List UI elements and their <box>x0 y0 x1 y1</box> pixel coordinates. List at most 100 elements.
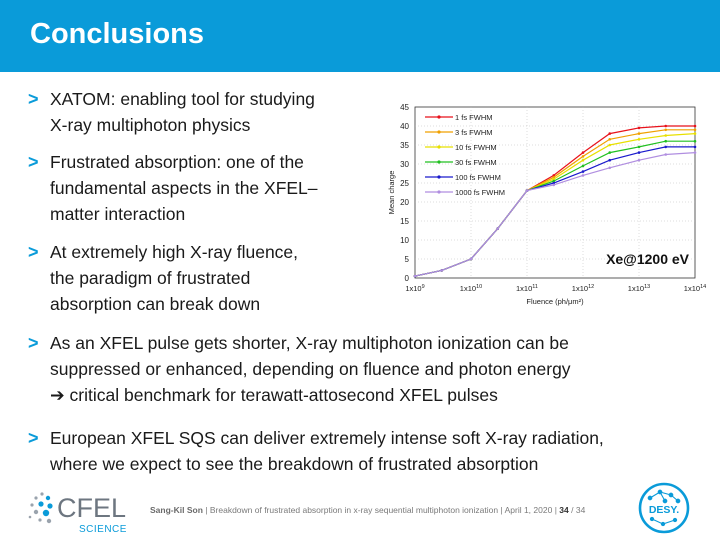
title-bar: Conclusions <box>0 0 720 72</box>
footer-separator: | <box>205 505 208 515</box>
series-point-6 <box>496 227 500 230</box>
x-tick-label: 1x1011 <box>516 284 538 293</box>
legend-label: 1 fs FWHM <box>455 113 493 122</box>
series-point-6 <box>552 183 556 187</box>
series-point-3 <box>693 132 697 135</box>
legend-label: 1000 fs FWHM <box>455 188 505 197</box>
bullet-5-line-2: where we expect to see the breakdown of … <box>50 454 539 474</box>
series-point-5 <box>552 181 556 185</box>
series-point-1 <box>552 174 556 177</box>
x-tick-label: 1x109 <box>405 284 424 293</box>
x-tick-label: 1x1010 <box>460 284 482 293</box>
bullet-3-line-2: the paradigm of frustrated <box>50 268 251 288</box>
bullet-3-line-3: absorption can break down <box>50 294 261 314</box>
footer-date: April 1, 2020 <box>504 505 553 515</box>
series-point-6 <box>637 158 641 162</box>
y-tick-label: 15 <box>400 217 409 226</box>
series-point-2 <box>664 128 668 132</box>
legend-label: 3 fs FWHM <box>455 128 493 137</box>
y-tick-label: 0 <box>405 274 410 283</box>
desy-logo: DESY. <box>638 482 690 534</box>
x-tick-label: 1x1012 <box>572 284 594 293</box>
bullet-2: > Frustrated absorption: one of the fund… <box>28 149 318 227</box>
slide-title: Conclusions <box>30 18 205 50</box>
x-tick-label: 1x1014 <box>684 284 706 293</box>
series-point-3 <box>608 143 612 147</box>
series-point-6 <box>413 274 417 278</box>
footer-separator: | <box>500 505 503 515</box>
series-point-3 <box>552 177 556 181</box>
plot-frame <box>414 106 696 279</box>
footer-author: Sang-Kil Son <box>150 505 203 515</box>
series-point-3 <box>664 134 668 137</box>
footer-talk-title: Breakdown of frustrated absorption in x-… <box>209 505 499 515</box>
series-point-1 <box>637 126 641 130</box>
legend-marker <box>437 115 441 119</box>
legend-marker <box>437 160 441 164</box>
y-tick-label: 45 <box>400 103 409 112</box>
y-tick-label: 5 <box>405 255 410 264</box>
series-point-2 <box>693 128 697 132</box>
bullet-4: > As an XFEL pulse gets shorter, X-ray m… <box>28 330 571 408</box>
series-point-3 <box>581 158 585 162</box>
bullet-4-line-3: ➔ critical benchmark for terawatt-attose… <box>50 385 498 405</box>
bullet-1-line-2: X-ray multiphoton physics <box>50 115 251 135</box>
series-point-5 <box>637 151 641 154</box>
legend-label: 100 fs FWHM <box>455 173 501 182</box>
series-point-6 <box>693 151 697 154</box>
y-tick-label: 10 <box>400 236 409 245</box>
bullet-2-line-3: matter interaction <box>50 204 186 224</box>
series-point-1 <box>664 124 668 128</box>
series-point-1 <box>608 132 612 135</box>
series-point-4 <box>608 151 612 154</box>
bullet-mark: > <box>28 333 39 353</box>
series-point-1 <box>693 124 697 128</box>
chart-annotation: Xe@1200 eV <box>606 251 690 267</box>
footer-page-number: 34 <box>559 505 569 515</box>
bullet-mark: > <box>28 428 39 448</box>
cfel-wordmark: CFEL <box>57 493 126 523</box>
series-point-2 <box>581 155 585 158</box>
series-point-5 <box>608 158 612 162</box>
bullet-mark: > <box>28 242 39 262</box>
footer: Sang-Kil Son | Breakdown of frustrated a… <box>150 505 585 515</box>
series-point-2 <box>608 138 612 141</box>
bullet-4-line-2: suppressed or enhanced, depending on flu… <box>50 359 571 379</box>
legend-label: 10 fs FWHM <box>455 143 497 152</box>
series-point-6 <box>664 153 668 156</box>
bullet-4-line-1: As an XFEL pulse gets shorter, X-ray mul… <box>50 333 569 353</box>
bullet-5: > European XFEL SQS can deliver extremel… <box>28 425 604 477</box>
series-point-6 <box>581 174 585 177</box>
bullet-1-line-1: XATOM: enabling tool for studying <box>50 89 315 109</box>
bullet-3: > At extremely high X-ray fluence, the p… <box>28 239 298 317</box>
series-point-4 <box>664 139 668 143</box>
bullet-5-line-1: European XFEL SQS can deliver extremely … <box>50 428 604 448</box>
y-axis-label: Mean charge <box>387 171 396 215</box>
y-tick-label: 20 <box>400 198 409 207</box>
desy-network-icon <box>647 489 681 527</box>
series-point-4 <box>552 179 556 183</box>
cfel-subtitle: SCIENCE <box>79 524 127 535</box>
series-point-2 <box>552 176 556 179</box>
series-point-5 <box>693 145 697 149</box>
legend-marker <box>437 175 441 179</box>
series-point-6 <box>440 269 444 272</box>
series-point-6 <box>525 189 529 192</box>
footer-separator: | <box>554 505 557 515</box>
legend-label: 30 fs FWHM <box>455 158 497 167</box>
x-tick-label: 1x1013 <box>628 284 650 293</box>
cfel-logo: CFEL SCIENCE <box>28 492 127 535</box>
legend-marker <box>437 130 441 134</box>
series-point-4 <box>693 139 697 143</box>
series-point-6 <box>469 257 473 261</box>
bullet-1: > XATOM: enabling tool for studying X-ra… <box>28 86 315 138</box>
series-point-2 <box>637 132 641 135</box>
bullet-2-line-2: fundamental aspects in the XFEL– <box>50 178 318 198</box>
desy-wordmark: DESY. <box>649 504 679 516</box>
series-point-5 <box>664 145 668 149</box>
footer-page-total: / 34 <box>571 505 586 515</box>
legend-marker <box>437 190 441 194</box>
bullet-2-line-1: Frustrated absorption: one of the <box>50 152 304 172</box>
bullet-mark: > <box>28 152 39 172</box>
y-tick-label: 35 <box>400 141 409 150</box>
